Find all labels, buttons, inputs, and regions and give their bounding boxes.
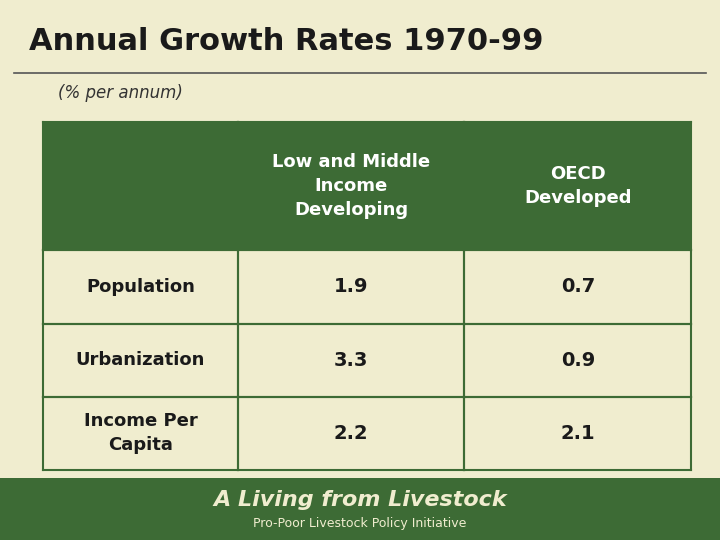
FancyBboxPatch shape (238, 397, 464, 470)
FancyBboxPatch shape (464, 122, 691, 251)
FancyBboxPatch shape (43, 397, 238, 470)
FancyBboxPatch shape (43, 323, 238, 397)
Text: Urbanization: Urbanization (76, 351, 205, 369)
FancyBboxPatch shape (464, 323, 691, 397)
FancyBboxPatch shape (464, 397, 691, 470)
FancyBboxPatch shape (43, 251, 238, 323)
FancyBboxPatch shape (238, 251, 464, 323)
Text: Pro-Poor Livestock Policy Initiative: Pro-Poor Livestock Policy Initiative (253, 517, 467, 530)
Text: 2.1: 2.1 (560, 424, 595, 443)
Text: 3.3: 3.3 (334, 350, 368, 369)
FancyBboxPatch shape (464, 251, 691, 323)
Text: 2.2: 2.2 (333, 424, 369, 443)
FancyBboxPatch shape (238, 323, 464, 397)
Text: (% per annum): (% per annum) (58, 84, 182, 102)
Text: Low and Middle
Income
Developing: Low and Middle Income Developing (272, 153, 430, 219)
Text: Population: Population (86, 278, 195, 296)
Text: A Living from Livestock: A Living from Livestock (213, 489, 507, 510)
Text: Income Per
Capita: Income Per Capita (84, 413, 197, 454)
Text: 0.9: 0.9 (561, 350, 595, 369)
FancyBboxPatch shape (43, 122, 238, 251)
Text: Annual Growth Rates 1970-99: Annual Growth Rates 1970-99 (29, 27, 544, 56)
FancyBboxPatch shape (238, 122, 464, 251)
Text: 0.7: 0.7 (561, 278, 595, 296)
Text: 1.9: 1.9 (334, 278, 368, 296)
Text: OECD
Developed: OECD Developed (524, 165, 631, 207)
FancyBboxPatch shape (0, 478, 720, 540)
